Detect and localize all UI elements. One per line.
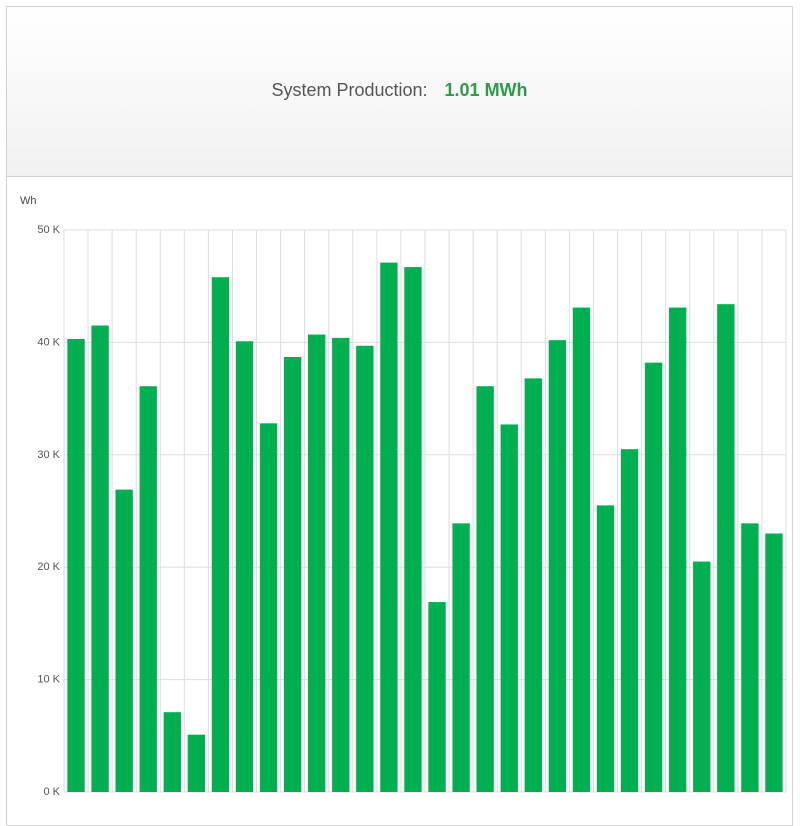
bar xyxy=(139,386,157,792)
bar xyxy=(428,602,446,792)
y-tick-label: 10 K xyxy=(37,674,60,686)
bar xyxy=(259,423,278,792)
bar xyxy=(644,362,663,792)
bar xyxy=(596,505,615,792)
bar xyxy=(380,262,398,792)
system-production-summary: System Production: 1.01 MWh xyxy=(7,80,792,101)
summary-header: System Production: 1.01 MWh xyxy=(7,7,792,177)
bar xyxy=(211,277,230,792)
system-production-value: 1.01 MWh xyxy=(444,80,528,100)
bar xyxy=(548,340,567,792)
y-axis-label: Wh xyxy=(20,195,37,207)
bar xyxy=(572,307,591,792)
bar xyxy=(163,712,181,792)
production-bar-chart: 0 K 10 K 20 K 30 K 40 K 50 K Wh xyxy=(20,195,787,798)
bar xyxy=(308,334,326,792)
bar xyxy=(452,523,470,792)
bar xyxy=(332,337,350,792)
bar xyxy=(187,734,206,792)
bar xyxy=(476,386,494,792)
bar xyxy=(717,304,735,792)
y-tick-label: 20 K xyxy=(37,561,60,573)
y-tick-label: 50 K xyxy=(37,224,60,236)
system-production-label: System Production: xyxy=(271,80,428,100)
bar xyxy=(67,339,85,792)
bar xyxy=(620,449,639,792)
bar xyxy=(693,561,711,792)
bar xyxy=(235,341,254,792)
bar xyxy=(500,424,518,792)
bar xyxy=(524,378,542,792)
bar xyxy=(283,357,302,792)
bar xyxy=(356,345,374,792)
bar xyxy=(765,533,783,792)
y-tick-label: 0 K xyxy=(43,786,60,798)
y-tick-label: 30 K xyxy=(37,449,60,461)
bar xyxy=(115,489,133,792)
bar xyxy=(741,523,759,792)
bar xyxy=(669,307,687,792)
bar xyxy=(404,267,422,792)
y-tick-label: 40 K xyxy=(37,336,60,348)
bar xyxy=(91,325,109,792)
